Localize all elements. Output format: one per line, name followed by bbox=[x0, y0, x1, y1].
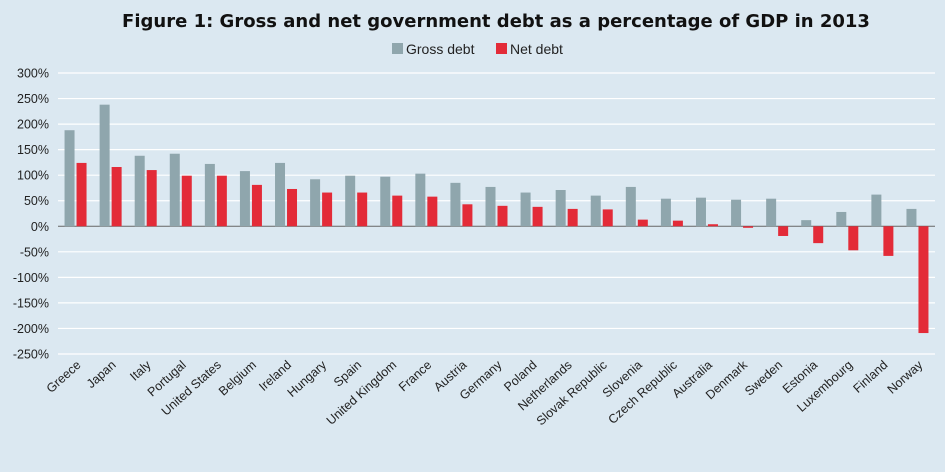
legend-swatch-net bbox=[496, 43, 507, 54]
bar-net-slovak-republic bbox=[602, 209, 613, 227]
y-tick-label: 200% bbox=[17, 118, 49, 132]
bar-gross-spain bbox=[345, 175, 356, 227]
bar-net-sweden bbox=[778, 226, 789, 236]
bar-net-poland bbox=[532, 206, 543, 227]
y-tick-label: -250% bbox=[13, 348, 49, 362]
y-tick-label: 300% bbox=[17, 67, 49, 81]
bar-net-portugal bbox=[181, 175, 192, 227]
y-tick-label: -100% bbox=[13, 271, 49, 285]
bar-gross-luxembourg bbox=[836, 211, 847, 227]
bar-net-czech-republic bbox=[672, 220, 683, 227]
y-tick-label: -50% bbox=[20, 245, 49, 259]
x-tick-label: Italy bbox=[127, 357, 154, 383]
bar-net-australia bbox=[707, 224, 718, 227]
bar-net-spain bbox=[357, 192, 368, 227]
bar-gross-czech-republic bbox=[660, 198, 671, 227]
bar-net-belgium bbox=[251, 184, 262, 227]
x-tick-label: France bbox=[396, 358, 434, 394]
gridlines bbox=[58, 72, 935, 355]
bar-gross-germany bbox=[485, 186, 496, 227]
legend-label-net: Net debt bbox=[510, 41, 563, 57]
x-tick-label: Finland bbox=[851, 358, 891, 396]
legend-label-gross: Gross debt bbox=[406, 41, 475, 57]
y-axis: 300% 250% 200% 150% 100% 50% 0% -50% -100% -150% -… bbox=[13, 67, 49, 362]
bar-gross-portugal bbox=[169, 153, 180, 227]
bar-net-italy bbox=[146, 170, 157, 227]
bar-gross-denmark bbox=[731, 199, 742, 227]
x-tick-label: Greece bbox=[44, 358, 84, 396]
bars bbox=[64, 104, 929, 334]
bar-net-ireland bbox=[287, 188, 298, 227]
y-tick-label: 100% bbox=[17, 169, 49, 183]
bar-gross-netherlands bbox=[555, 189, 566, 227]
bar-gross-hungary bbox=[310, 179, 321, 227]
x-tick-label: Belgium bbox=[216, 358, 259, 399]
bar-gross-estonia bbox=[801, 220, 812, 227]
bar-gross-united-kingdom bbox=[380, 176, 391, 227]
y-tick-label: -150% bbox=[13, 296, 49, 310]
bar-net-norway bbox=[918, 226, 929, 334]
bar-gross-australia bbox=[695, 197, 706, 227]
bar-net-germany bbox=[497, 205, 508, 227]
y-tick-label: 250% bbox=[17, 92, 49, 106]
bar-gross-ireland bbox=[275, 162, 286, 227]
y-tick-label: 0% bbox=[31, 220, 49, 234]
bar-net-france bbox=[427, 196, 438, 227]
y-tick-label: 50% bbox=[24, 194, 49, 208]
y-tick-label: -200% bbox=[13, 322, 49, 336]
bar-net-austria bbox=[462, 204, 473, 227]
bar-gross-italy bbox=[134, 155, 145, 227]
bar-net-estonia bbox=[813, 226, 824, 244]
bar-gross-poland bbox=[520, 192, 531, 227]
x-tick-label: Hungary bbox=[285, 357, 330, 400]
chart-title: Figure 1: Gross and net government debt … bbox=[122, 11, 870, 32]
bar-gross-slovenia bbox=[625, 186, 636, 227]
bar-net-netherlands bbox=[567, 208, 578, 227]
legend: Gross debt Net debt bbox=[392, 41, 563, 57]
bar-net-slovenia bbox=[637, 219, 648, 227]
bar-gross-austria bbox=[450, 182, 461, 227]
y-tick-label: 150% bbox=[17, 143, 49, 157]
bar-net-finland bbox=[883, 226, 894, 256]
bar-net-luxembourg bbox=[848, 226, 859, 251]
bar-gross-greece bbox=[64, 130, 75, 227]
bar-net-hungary bbox=[322, 192, 333, 227]
bar-gross-slovak-republic bbox=[590, 195, 601, 227]
bar-net-greece bbox=[76, 162, 87, 227]
bar-gross-belgium bbox=[239, 171, 250, 227]
bar-gross-france bbox=[415, 173, 426, 227]
bar-gross-japan bbox=[99, 104, 110, 227]
x-tick-label: Japan bbox=[84, 358, 119, 391]
x-tick-label: Norway bbox=[885, 357, 926, 396]
bar-net-denmark bbox=[743, 226, 754, 228]
bar-gross-united-states bbox=[204, 163, 215, 227]
bar-gross-finland bbox=[871, 194, 882, 227]
bar-gross-sweden bbox=[766, 198, 777, 227]
bar-net-united-states bbox=[216, 175, 227, 227]
x-tick-label: Sweden bbox=[742, 358, 785, 399]
bar-net-japan bbox=[111, 167, 122, 227]
legend-swatch-gross bbox=[392, 43, 403, 54]
bar-net-united-kingdom bbox=[392, 195, 403, 227]
bar-gross-norway bbox=[906, 208, 917, 227]
